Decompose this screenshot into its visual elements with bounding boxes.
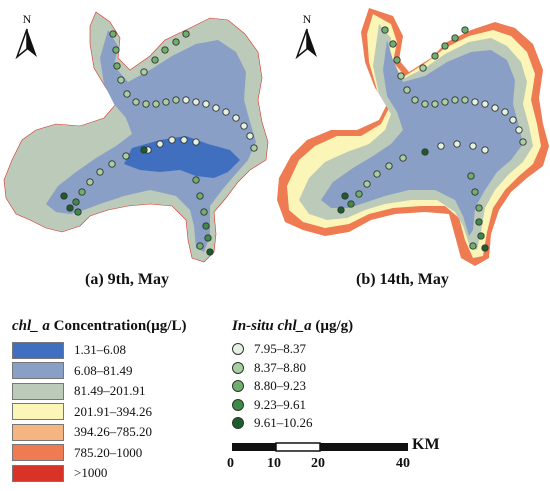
north-arrow-a: N [15,12,39,61]
concentration-swatch [12,362,64,379]
legend-title-rest: Concentration(µg/L) [53,318,187,334]
concentration-class-row: >1000 [12,464,107,482]
lake-body-b [321,40,523,236]
concentration-label: 394.26–785.20 [74,424,152,439]
north-arrow-b: N [295,12,319,61]
legend-title-rest: (µg/g) [315,318,354,334]
concentration-class-row: 6.08–81.49 [12,362,133,380]
scale-tick-20: 20 [311,456,325,471]
insitu-class-row: 9.61–10.26 [232,414,313,432]
scale-tick-40: 40 [396,456,410,471]
insitu-dot-icon [232,417,244,429]
insitu-dot-icon [232,398,244,411]
concentration-class-row: 394.26–785.20 [12,423,152,441]
concentration-class-row: 201.91–394.26 [12,403,152,421]
insitu-label: 7.95–8.37 [254,341,306,356]
concentration-label: 6.08–81.49 [74,362,133,378]
insitu-class-row: 9.23–9.61 [232,396,306,414]
insitu-class-row: 8.80–9.23 [232,377,306,395]
sample-points-a [60,30,258,256]
concentration-swatch [12,464,64,482]
map-panel-b: N (b) 14th, May [275,0,550,288]
north-arrow-icon [295,28,317,60]
concentration-swatch [12,423,64,441]
sample-points-b [337,26,527,252]
lake-map-a [3,11,269,263]
map-panel-a: N (a) 9th, May [0,0,275,288]
north-label: N [302,12,312,26]
concentration-label: 201.91–394.26 [74,403,152,419]
scale-bar-graphic [232,442,408,452]
concentration-swatch [12,403,64,420]
concentration-label: 785.20–1000 [74,444,143,460]
insitu-label: 8.37–8.80 [254,359,306,375]
scale-bar [231,440,409,458]
legend-title-italic: chl_ a [12,318,50,334]
insitu-dot-icon [232,361,244,374]
legend-title-italic: In-situ chl_a [232,318,312,334]
concentration-swatch [12,341,64,359]
lake-deep-zone-a [124,136,240,178]
caption-a: (a) 9th, May [85,271,169,288]
insitu-dot-icon [232,343,244,355]
insitu-label: 8.80–9.23 [254,378,306,393]
scale-unit: KM [412,436,440,453]
concentration-class-row: 1.31–6.08 [12,341,126,359]
insitu-label: 9.61–10.26 [254,415,313,430]
concentration-swatch [12,382,64,400]
concentration-swatch [12,444,64,461]
concentration-label: 1.31–6.08 [74,342,126,357]
caption-b: (b) 14th, May [356,271,449,288]
insitu-class-row: 7.95–8.37 [232,340,306,358]
insitu-dot-icon [232,380,244,392]
north-arrow-icon [15,28,37,60]
concentration-label: >1000 [74,465,108,480]
scale-tick-0: 0 [227,456,234,471]
concentration-class-row: 81.49–201.91 [12,382,146,400]
lake-map-b [277,8,549,266]
concentration-legend-title: chl_ a Concentration(µg/L) [12,318,186,335]
concentration-label: 81.49–201.91 [74,383,146,398]
scale-tick-10: 10 [267,456,281,471]
insitu-legend-title: In-situ chl_a (µg/g) [232,318,353,335]
insitu-label: 9.23–9.61 [254,396,306,412]
north-label: N [22,12,32,26]
concentration-class-row: 785.20–1000 [12,444,142,462]
insitu-class-row: 8.37–8.80 [232,359,306,377]
